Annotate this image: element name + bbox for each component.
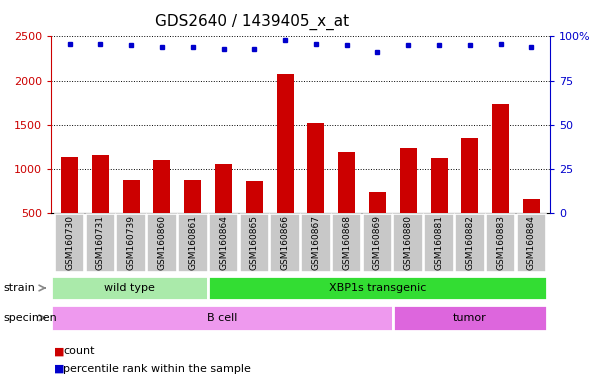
Text: GSM160860: GSM160860 <box>157 215 166 270</box>
Text: GSM160880: GSM160880 <box>404 215 413 270</box>
Text: ■: ■ <box>54 346 64 356</box>
Text: strain: strain <box>3 283 35 293</box>
Bar <box>369 192 386 213</box>
Bar <box>338 152 355 213</box>
Text: XBP1s transgenic: XBP1s transgenic <box>329 283 426 293</box>
Text: count: count <box>63 346 94 356</box>
Bar <box>270 214 300 272</box>
Text: GSM160869: GSM160869 <box>373 215 382 270</box>
Text: ■: ■ <box>54 364 64 374</box>
Text: GSM160731: GSM160731 <box>96 215 105 270</box>
Bar <box>394 214 423 272</box>
Bar <box>486 214 516 272</box>
Text: GSM160882: GSM160882 <box>465 215 474 270</box>
Bar <box>430 158 448 213</box>
Bar <box>455 214 484 272</box>
Bar <box>178 214 207 272</box>
Text: GSM160881: GSM160881 <box>435 215 444 270</box>
Text: GSM160883: GSM160883 <box>496 215 505 270</box>
Bar <box>123 180 139 213</box>
Bar <box>240 214 269 272</box>
Text: GDS2640 / 1439405_x_at: GDS2640 / 1439405_x_at <box>155 13 350 30</box>
Bar <box>51 305 393 331</box>
Bar <box>85 214 115 272</box>
Bar <box>92 155 109 213</box>
Bar <box>308 123 325 213</box>
Bar <box>147 214 177 272</box>
Text: GSM160861: GSM160861 <box>188 215 197 270</box>
Text: percentile rank within the sample: percentile rank within the sample <box>63 364 251 374</box>
Text: specimen: specimen <box>3 313 56 323</box>
Text: GSM160864: GSM160864 <box>219 215 228 270</box>
Bar <box>185 180 201 213</box>
Text: GSM160867: GSM160867 <box>311 215 320 270</box>
Text: GSM160884: GSM160884 <box>527 215 536 270</box>
Bar <box>424 214 454 272</box>
Bar <box>117 214 146 272</box>
Bar <box>208 276 547 300</box>
Bar <box>462 138 478 213</box>
Bar <box>215 164 232 213</box>
Text: B cell: B cell <box>207 313 237 323</box>
Bar <box>332 214 361 272</box>
Bar <box>517 214 546 272</box>
Bar <box>362 214 392 272</box>
Text: GSM160739: GSM160739 <box>127 215 136 270</box>
Bar <box>301 214 331 272</box>
Text: GSM160730: GSM160730 <box>65 215 74 270</box>
Bar <box>153 160 171 213</box>
Bar <box>209 214 239 272</box>
Bar <box>400 148 416 213</box>
Bar <box>523 199 540 213</box>
Bar <box>51 276 208 300</box>
Text: GSM160866: GSM160866 <box>281 215 290 270</box>
Text: GSM160868: GSM160868 <box>342 215 351 270</box>
Bar <box>393 305 547 331</box>
Bar <box>276 74 293 213</box>
Bar <box>61 157 78 213</box>
Text: GSM160865: GSM160865 <box>250 215 259 270</box>
Bar <box>55 214 84 272</box>
Text: wild type: wild type <box>104 283 155 293</box>
Bar <box>246 181 263 213</box>
Text: tumor: tumor <box>453 313 487 323</box>
Bar <box>492 104 509 213</box>
